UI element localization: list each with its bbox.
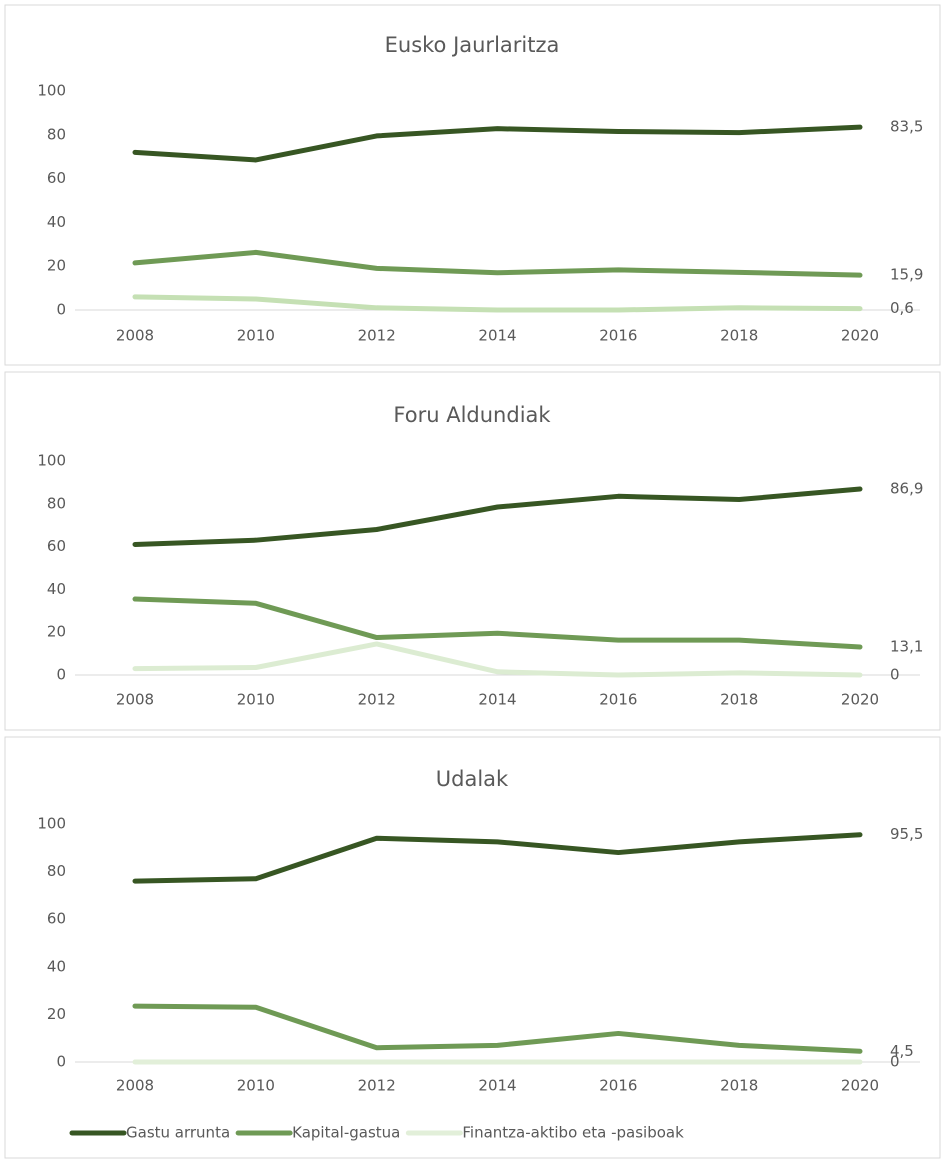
- x-tick-label: 2008: [116, 1077, 154, 1095]
- x-tick-label: 2020: [841, 327, 879, 345]
- y-tick-label: 20: [47, 1005, 66, 1023]
- y-tick-label: 0: [56, 1053, 66, 1071]
- data-label: 15,9: [890, 266, 923, 284]
- x-tick-label: 2012: [358, 327, 396, 345]
- data-label: 4,5: [890, 1042, 914, 1060]
- data-label: 86,9: [890, 480, 923, 498]
- x-tick-label: 2020: [841, 1077, 879, 1095]
- data-label: 83,5: [890, 118, 923, 136]
- y-tick-label: 80: [47, 494, 66, 512]
- series-line: [132, 596, 863, 650]
- y-tick-label: 40: [47, 580, 66, 598]
- x-tick-label: 2016: [599, 691, 637, 709]
- legend-label: Gastu arrunta: [126, 1124, 230, 1142]
- legend-label: Finantza-aktibo eta -pasiboak: [462, 1124, 684, 1142]
- x-tick-label: 2018: [720, 1077, 758, 1095]
- chart-title: Eusko Jaurlaritza: [385, 33, 560, 57]
- data-label: 0: [890, 666, 900, 684]
- data-label: 95,5: [890, 825, 923, 843]
- series-line: [132, 1003, 863, 1054]
- series-line: [132, 832, 863, 884]
- legend-label: Kapital-gastua: [292, 1124, 400, 1142]
- y-tick-label: 60: [47, 910, 66, 928]
- chart-title: Udalak: [436, 767, 509, 791]
- x-tick-label: 2010: [237, 327, 275, 345]
- chart-title: Foru Aldundiak: [393, 403, 551, 427]
- series-line: [132, 641, 863, 678]
- x-tick-label: 2008: [116, 327, 154, 345]
- y-tick-label: 40: [47, 957, 66, 975]
- y-tick-label: 20: [47, 257, 66, 275]
- x-tick-label: 2008: [116, 691, 154, 709]
- y-tick-label: 0: [56, 301, 66, 319]
- y-tick-label: 100: [37, 452, 66, 470]
- data-label: 0: [890, 1053, 900, 1071]
- series-line: [132, 124, 863, 163]
- x-tick-label: 2020: [841, 691, 879, 709]
- y-tick-label: 80: [47, 862, 66, 880]
- y-tick-label: 0: [56, 666, 66, 684]
- x-tick-label: 2016: [599, 327, 637, 345]
- y-tick-label: 80: [47, 125, 66, 143]
- x-tick-label: 2018: [720, 327, 758, 345]
- x-tick-label: 2012: [358, 691, 396, 709]
- series-line: [132, 294, 863, 313]
- data-label: 0,6: [890, 299, 914, 317]
- y-tick-label: 100: [37, 82, 66, 100]
- panel: [4, 4, 941, 366]
- x-tick-label: 2010: [237, 1077, 275, 1095]
- x-tick-label: 2012: [358, 1077, 396, 1095]
- panel: [4, 736, 941, 1159]
- x-tick-label: 2018: [720, 691, 758, 709]
- data-label: 13,1: [890, 637, 923, 655]
- x-tick-label: 2014: [478, 327, 516, 345]
- series-line: [132, 486, 863, 547]
- series-line: [132, 249, 863, 278]
- y-tick-label: 20: [47, 623, 66, 641]
- y-tick-label: 60: [47, 169, 66, 187]
- x-tick-label: 2014: [478, 691, 516, 709]
- y-tick-label: 100: [37, 815, 66, 833]
- x-tick-label: 2010: [237, 691, 275, 709]
- y-tick-label: 60: [47, 537, 66, 555]
- x-tick-label: 2014: [478, 1077, 516, 1095]
- y-tick-label: 40: [47, 213, 66, 231]
- x-tick-label: 2016: [599, 1077, 637, 1095]
